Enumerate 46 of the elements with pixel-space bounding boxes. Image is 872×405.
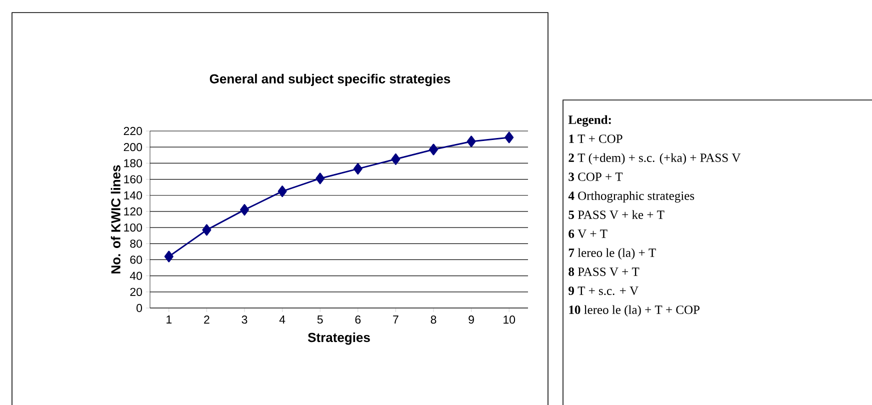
y-tick-label: 0 [136, 304, 142, 312]
x-tick-label: 9 [468, 316, 474, 324]
x-tick-label: 3 [242, 316, 248, 324]
y-axis-title: No. of KWIC lines [110, 165, 120, 274]
text: Legend: [568, 115, 611, 127]
text: 8 PASS V + T [568, 268, 640, 276]
x-tick-label: 7 [393, 316, 398, 324]
point [391, 153, 400, 165]
x-tick-label: 6 [355, 316, 361, 324]
point [164, 250, 174, 262]
x-tick-label: 10 [504, 316, 516, 324]
y-tick-label: 200 [124, 143, 142, 152]
point [429, 144, 438, 156]
x-axis-title: Strategies [308, 332, 370, 345]
y-tick-label: 100 [124, 223, 142, 232]
y-tick-label: 120 [124, 207, 142, 216]
y-tick-label: 80 [130, 240, 142, 248]
x-tick-label: 5 [317, 316, 323, 324]
text: 7 lereo le (la) + T [568, 248, 656, 260]
text: 1 T + COP [569, 134, 622, 143]
point [353, 163, 362, 175]
y-tick-label: 180 [124, 159, 142, 168]
point [278, 186, 287, 198]
point [466, 136, 476, 148]
x-tick-label: 4 [279, 316, 286, 324]
point [316, 172, 325, 184]
point [202, 224, 212, 236]
y-tick-label: 160 [124, 175, 142, 184]
y-tick-label: 140 [124, 191, 142, 200]
point [240, 204, 250, 216]
x-tick-label: 1 [166, 316, 172, 324]
x-tick-label: 8 [430, 316, 436, 324]
text: 9 T + s.c. + V [568, 286, 638, 296]
y-tick-label: 60 [130, 256, 142, 264]
text: 3 COP + T [568, 172, 623, 181]
text: 5 PASS V + ke + T [568, 210, 664, 220]
text: 4 Orthographic strategies [568, 191, 694, 203]
text: 6 V + T [568, 230, 608, 238]
x-tick-label: 2 [204, 316, 210, 324]
point [504, 132, 514, 144]
text: 2 T (+dem) + s.c. (+ka) + PASS V [568, 153, 741, 165]
text: 10 lereo le (la) + T + COP [569, 305, 700, 317]
chart-title: General and subject specific strategies [210, 74, 450, 86]
y-tick-label: 40 [130, 272, 142, 280]
y-tick-label: 20 [130, 288, 142, 296]
y-tick-label: 220 [124, 126, 142, 136]
